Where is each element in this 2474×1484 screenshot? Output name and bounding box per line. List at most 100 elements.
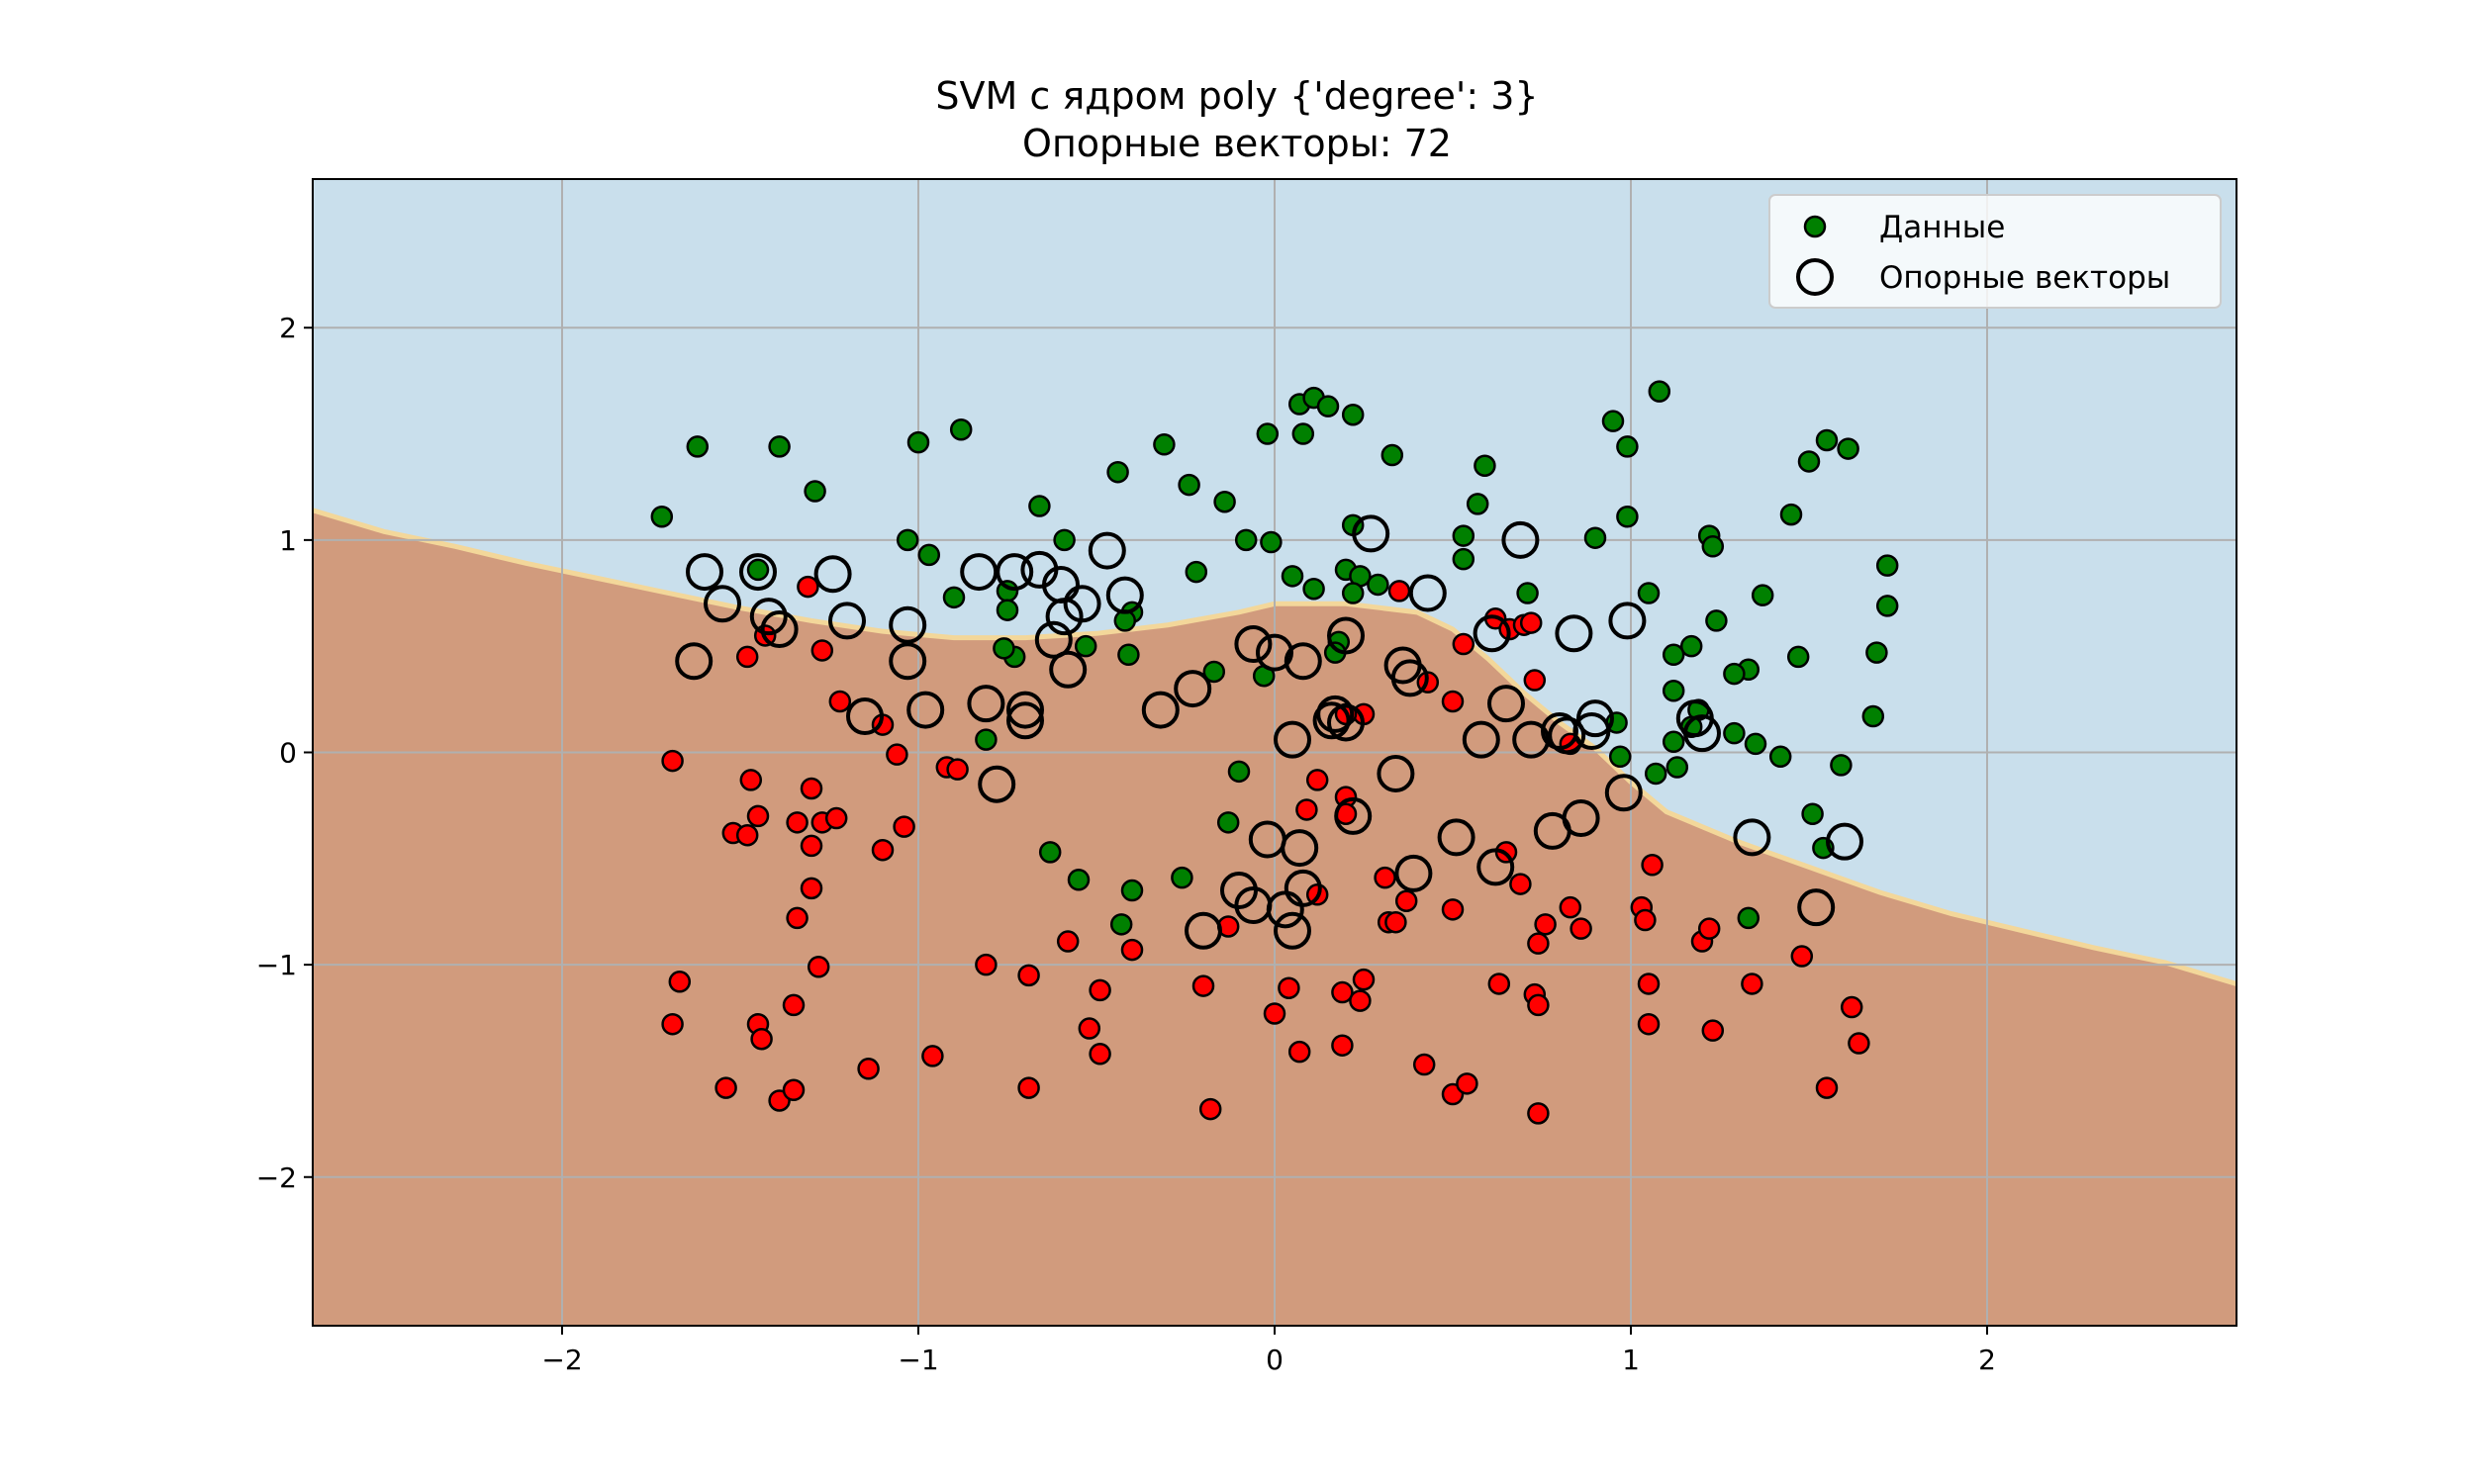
data-point-negative <box>1487 973 1511 995</box>
support-vector-marker <box>1487 685 1525 723</box>
support-vector-marker <box>1476 848 1515 886</box>
support-vector-marker <box>1088 531 1126 570</box>
data-point-positive <box>1608 745 1632 769</box>
data-point-negative <box>871 838 895 862</box>
data-point-positive <box>1316 395 1340 417</box>
support-vector-marker <box>704 585 741 623</box>
data-point-positive <box>1028 495 1051 517</box>
support-vector-marker <box>1462 720 1500 759</box>
data-point-negative <box>1441 898 1465 921</box>
data-point-negative <box>746 804 770 828</box>
support-vector-marker <box>1390 659 1429 697</box>
data-point-positive <box>1705 609 1728 632</box>
plot-area <box>313 179 2236 1326</box>
support-vector-marker <box>1174 670 1212 708</box>
data-point-positive <box>1779 503 1803 526</box>
data-point-positive <box>1662 680 1685 702</box>
data-point-negative <box>1017 964 1040 987</box>
support-vector-marker <box>1327 616 1365 655</box>
data-point-negative <box>800 834 823 858</box>
data-point-positive <box>949 418 973 441</box>
data-point-negative <box>1441 690 1465 713</box>
data-point-negative <box>1641 854 1664 877</box>
support-vector-marker <box>1555 614 1593 653</box>
y-tick-label: 0 <box>279 737 297 770</box>
data-point-positive <box>1768 745 1792 769</box>
support-vector-marker <box>1006 701 1044 740</box>
data-point-positive <box>1801 802 1824 825</box>
support-vector-marker <box>1797 888 1836 927</box>
data-point-positive <box>650 506 674 528</box>
data-point-negative <box>1120 938 1144 962</box>
data-point-positive <box>1341 403 1365 426</box>
data-point-negative <box>828 690 852 713</box>
support-vector-marker <box>1334 796 1373 835</box>
data-point-negative <box>1287 1040 1311 1064</box>
data-point-positive <box>1516 582 1539 604</box>
data-point-positive <box>1583 526 1607 549</box>
legend-data-label: Данные <box>1879 210 2005 245</box>
support-vector-marker <box>1562 799 1600 838</box>
data-point-negative <box>1089 1043 1111 1066</box>
support-vector-marker <box>813 555 852 594</box>
data-point-negative <box>1374 866 1396 889</box>
data-point-positive <box>1234 528 1258 552</box>
data-point-positive <box>1723 662 1746 686</box>
data-point-positive <box>1875 554 1899 577</box>
support-vector-marker <box>1576 699 1614 738</box>
data-point-positive <box>1815 428 1839 452</box>
support-vector-marker <box>1274 720 1311 759</box>
data-point-negative <box>1295 798 1318 821</box>
data-point-positive <box>1723 721 1746 745</box>
data-point-positive <box>993 637 1015 660</box>
data-point-negative <box>1394 889 1418 912</box>
data-point-negative <box>1840 995 1863 1019</box>
data-point-negative <box>1191 974 1215 997</box>
data-point-positive <box>1875 595 1899 617</box>
data-point-positive <box>686 435 710 458</box>
data-point-positive <box>1601 410 1625 432</box>
data-point-positive <box>1178 473 1200 497</box>
y-tick-label: −1 <box>256 949 297 981</box>
chart-subtitle: Опорные векторы: 72 <box>1022 122 1452 165</box>
data-point-negative <box>975 953 998 976</box>
data-point-positive <box>1662 643 1685 667</box>
support-vectors <box>675 514 1863 950</box>
support-vector-marker <box>1327 703 1365 742</box>
data-point-positive <box>906 430 930 454</box>
data-point-negative <box>1741 973 1763 995</box>
support-vector-marker <box>1185 911 1222 950</box>
data-point-positive <box>1665 756 1689 779</box>
data-point-positive <box>768 435 791 458</box>
data-point-negative <box>1697 917 1721 940</box>
data-point-positive <box>1474 454 1496 477</box>
data-point-positive <box>1679 634 1703 658</box>
support-vector-marker <box>996 553 1034 592</box>
data-point-negative <box>782 1078 806 1102</box>
data-point-negative <box>857 1058 880 1080</box>
data-point-positive <box>1291 422 1315 445</box>
data-point-positive <box>1830 754 1853 777</box>
data-point-positive <box>1644 762 1667 786</box>
data-point-negative <box>1634 908 1657 932</box>
data-point-positive <box>1213 490 1236 513</box>
y-tick-label: 1 <box>279 524 297 557</box>
data-point-negative <box>750 1028 773 1051</box>
data-point-positive <box>1662 730 1685 754</box>
data-point-positive <box>1281 565 1304 588</box>
data-point-negative <box>1352 968 1376 991</box>
support-vector-marker <box>1826 822 1863 861</box>
legend: Данные Опорные векторы <box>1768 194 2222 309</box>
data-point-positive <box>1737 906 1760 930</box>
data-point-negative <box>668 971 692 993</box>
data-point-negative <box>800 777 823 800</box>
data-point-negative <box>1456 1072 1478 1095</box>
data-point-positive <box>1751 584 1774 606</box>
decision-boundary <box>313 508 2236 986</box>
support-vector-marker <box>1683 714 1721 753</box>
data-point-negative <box>1527 932 1550 955</box>
support-vector-marker <box>739 553 777 592</box>
data-point-negative <box>786 811 809 834</box>
support-vector-marker <box>1256 633 1293 672</box>
data-point-negative <box>1331 1034 1354 1057</box>
